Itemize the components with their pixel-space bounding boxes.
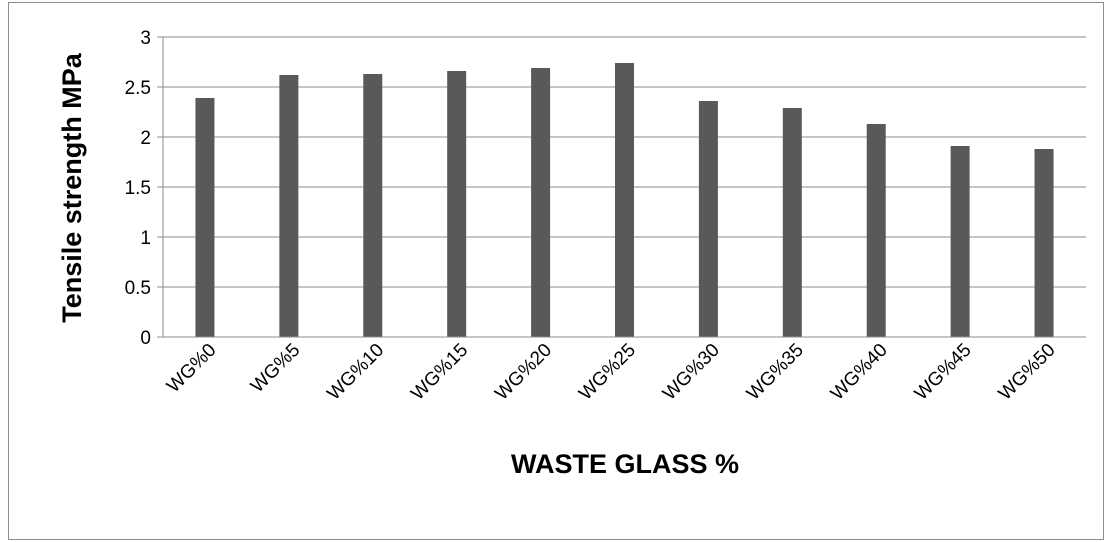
bar-WG-20 bbox=[531, 68, 551, 337]
bar-WG-40 bbox=[866, 124, 886, 337]
y-tick-label: 2.5 bbox=[125, 78, 151, 99]
chart-frame bbox=[8, 2, 1104, 540]
x-tick-labels: WG%0 WG%5 WG%10 WG%15 WG%20 WG%25 WG%30 WG%35 WG… bbox=[163, 340, 1059, 405]
bar-WG-5 bbox=[279, 75, 299, 337]
y-tick-label: 0 bbox=[140, 328, 151, 349]
bar-WG-15 bbox=[447, 71, 467, 337]
x-tick-label: WG%50 bbox=[995, 340, 1060, 405]
x-tick-label: WG%35 bbox=[743, 340, 808, 405]
bar-WG-30 bbox=[698, 101, 718, 337]
bar-WG-0 bbox=[195, 98, 215, 337]
y-tick-labels: 0 0.5 1 1.5 2 2.5 3 bbox=[125, 28, 151, 349]
x-tick-label: WG%0 bbox=[163, 340, 220, 397]
y-tick-label: 1.5 bbox=[125, 178, 151, 199]
bar-WG-25 bbox=[615, 63, 634, 337]
bar-WG-50 bbox=[1034, 149, 1054, 337]
x-tick-label: WG%15 bbox=[407, 340, 472, 405]
x-tick-label: WG%5 bbox=[247, 340, 304, 397]
axes bbox=[157, 37, 1086, 338]
bar-WG-45 bbox=[950, 146, 970, 337]
bar-WG-10 bbox=[363, 74, 383, 337]
x-tick-label: WG%20 bbox=[491, 340, 556, 405]
x-tick-label: WG%40 bbox=[827, 340, 892, 405]
y-axis-title: Tensile strength MPa bbox=[57, 52, 87, 323]
y-tick-label: 1 bbox=[140, 228, 151, 249]
y-tick-label: 0.5 bbox=[125, 278, 151, 299]
bar-WG-35 bbox=[782, 108, 802, 337]
y-tick-label: 3 bbox=[140, 28, 151, 49]
x-tick-label: WG%30 bbox=[659, 340, 724, 405]
y-tick-label: 2 bbox=[140, 128, 151, 149]
x-tick-label: WG%10 bbox=[323, 340, 388, 405]
x-axis-title: WASTE GLASS % bbox=[511, 449, 739, 479]
x-tick-label: WG%45 bbox=[911, 340, 976, 405]
x-tick-label: WG%25 bbox=[575, 340, 640, 405]
bars bbox=[195, 63, 1054, 337]
